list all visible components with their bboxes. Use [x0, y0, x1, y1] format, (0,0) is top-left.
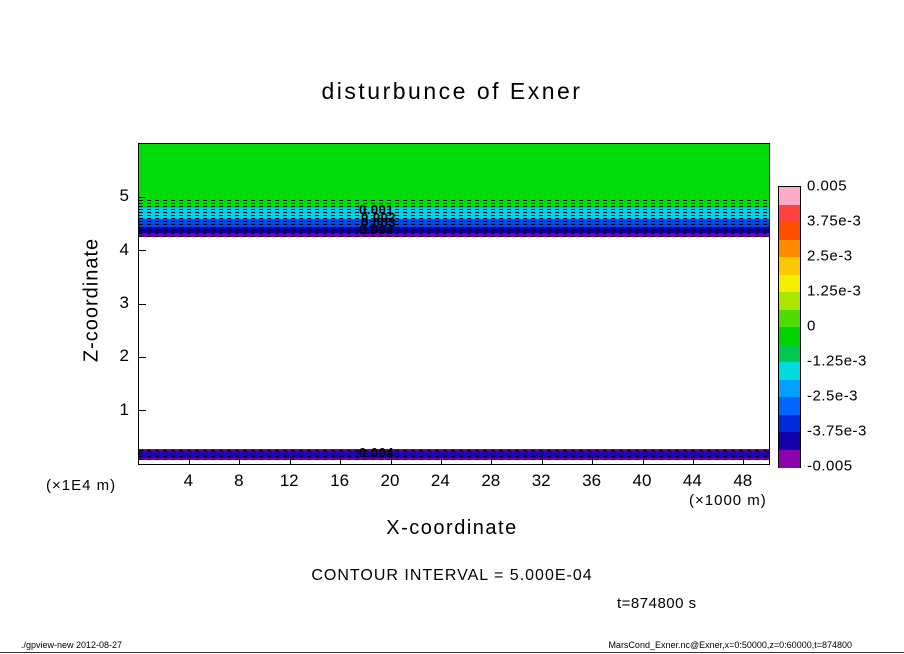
x-tick-label: 32	[531, 471, 551, 490]
x-tick-mark	[541, 457, 543, 464]
colorbar-segment	[779, 204, 800, 223]
dashed-contour-line	[139, 212, 769, 213]
colorbar-segment	[779, 187, 800, 205]
colorbar	[778, 186, 801, 468]
x-tick-mark	[491, 457, 493, 464]
dashed-contour-line	[139, 206, 769, 207]
dashed-contour-line	[139, 200, 769, 201]
y-tick-mark	[139, 410, 146, 412]
fill-band	[139, 208, 769, 219]
x-tick-label: 24	[430, 471, 450, 490]
y-tick-mark	[139, 250, 146, 252]
colorbar-label: -0.005	[807, 457, 853, 475]
colorbar-segment	[779, 397, 800, 415]
x-tick-mark	[440, 457, 443, 464]
dashed-contour-line	[139, 227, 769, 228]
colorbar-segment	[779, 362, 800, 380]
colorbar-segment	[779, 449, 800, 468]
x-tick-mark	[592, 457, 594, 464]
colorbar-label: -3.75e-3	[807, 422, 867, 440]
dashed-contour-line	[139, 230, 769, 231]
y-tick-mark	[139, 356, 146, 359]
x-tick-label: 20	[380, 471, 400, 490]
footer-file-text: MarsCond_Exner.nc@Exner,x=0:50000,z=0:60…	[608, 640, 852, 650]
colorbar-label: 1.25e-3	[807, 282, 862, 300]
colorbar-segment	[779, 292, 800, 310]
dashed-contour-line	[139, 450, 769, 451]
x-tick-label: 8	[234, 471, 244, 490]
y-tick-label: 4	[119, 239, 129, 259]
x-tick-label: 40	[632, 471, 652, 490]
y-tick-mark	[139, 196, 146, 199]
dashed-contour-line	[139, 236, 769, 237]
colorbar-segment	[779, 379, 800, 398]
colorbar-label: -1.25e-3	[807, 352, 867, 370]
colorbar-segment	[779, 432, 800, 450]
colorbar-segment	[779, 239, 800, 258]
y-tick-label: 3	[119, 293, 129, 312]
dashed-contour-line	[139, 203, 769, 204]
dashed-contour-line	[139, 453, 769, 454]
y-tick-mark	[139, 303, 146, 305]
fill-band	[139, 219, 769, 227]
x-tick-label: 4	[183, 471, 194, 490]
dashed-contour-line	[139, 224, 769, 225]
x-tick-label: 48	[733, 471, 753, 490]
y-axis-unit: (×1E4 m)	[46, 477, 117, 494]
fill-band	[139, 451, 769, 458]
x-tick-mark	[188, 457, 191, 464]
colorbar-segment	[779, 414, 800, 433]
x-tick-mark	[239, 457, 241, 464]
fill-band	[139, 233, 769, 237]
colorbar-segment	[779, 222, 800, 240]
chart-title: disturbunce of Exner	[321, 78, 583, 104]
dashed-contour-line	[139, 218, 769, 219]
contour-label: 0.004	[359, 222, 395, 237]
x-tick-label: 36	[582, 471, 602, 490]
dashed-contour-line	[139, 456, 769, 457]
dashed-contour-line	[139, 215, 769, 216]
x-tick-mark	[390, 457, 392, 464]
y-axis-title: Z-coordinate	[80, 237, 103, 363]
colorbar-segment	[779, 344, 800, 363]
y-tick-label: 1	[119, 399, 129, 419]
time-text: t=874800 s	[617, 595, 697, 612]
x-tick-mark	[692, 457, 695, 464]
x-tick-mark	[340, 457, 342, 464]
colorbar-label: 2.5e-3	[807, 247, 853, 265]
plot-area: 0.001 0.002 0.003 0.004 0.004	[138, 143, 770, 465]
x-tick-mark	[743, 457, 745, 464]
x-tick-label: 44	[682, 471, 702, 490]
dashed-contour-line	[139, 209, 769, 210]
contour-label: 0.004	[359, 445, 395, 460]
window-bottom-border	[0, 652, 904, 653]
contour-interval-text: CONTOUR INTERVAL = 5.000E-04	[311, 567, 593, 584]
colorbar-segment	[779, 257, 800, 275]
contour-label: 0.002	[361, 210, 397, 225]
x-tick-label: 12	[279, 471, 299, 490]
colorbar-segment	[779, 309, 800, 328]
colorbar-label: -2.5e-3	[807, 387, 859, 405]
x-tick-label: 28	[481, 471, 501, 490]
dashed-contour-line	[139, 221, 769, 222]
colorbar-segment	[779, 274, 800, 293]
x-axis-title: X-coordinate	[386, 517, 518, 539]
dashed-contour-line	[139, 459, 769, 460]
x-tick-label: 16	[330, 471, 350, 490]
colorbar-segment	[779, 327, 800, 345]
x-tick-mark	[289, 457, 291, 464]
footer-command-text: ./gpview-new 2012-08-27	[21, 640, 123, 650]
contour-label: 0.001	[359, 202, 395, 217]
x-axis-unit: (×1000 m)	[689, 492, 767, 509]
x-tick-mark	[642, 457, 644, 464]
colorbar-label: 0.005	[807, 177, 848, 195]
colorbar-label: 0	[807, 317, 816, 335]
colorbar-label: 3.75e-3	[807, 212, 862, 230]
y-tick-label: 2	[119, 346, 129, 366]
dashed-contour-line	[139, 233, 769, 234]
contour-label: 0.003	[361, 215, 397, 230]
fill-band	[139, 144, 769, 208]
y-tick-label: 5	[119, 186, 129, 206]
